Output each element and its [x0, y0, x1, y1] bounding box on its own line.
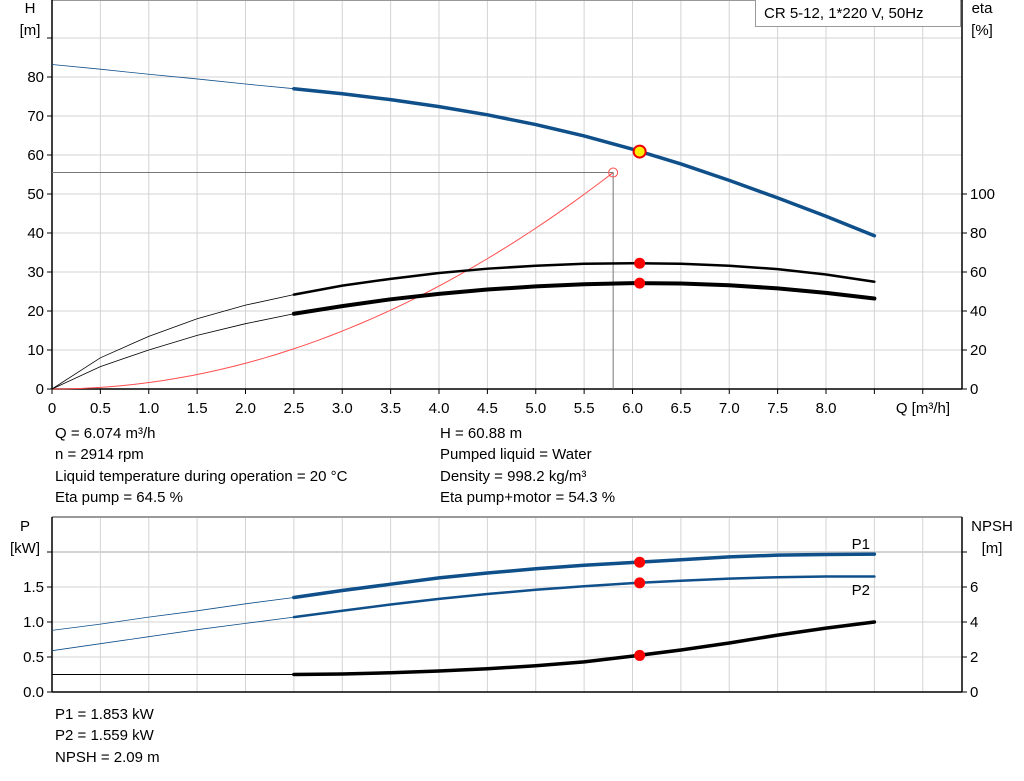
y-tick-label: 10	[27, 342, 44, 359]
x-tick-label: 2.5	[283, 400, 304, 417]
x-tick-label: 2.0	[235, 400, 256, 417]
info-head: H = 60.88 m	[440, 425, 523, 442]
y-tick-label: 20	[27, 303, 44, 320]
x-tick-label: 4.0	[429, 400, 450, 417]
y-axis-unit: [m]	[20, 22, 41, 39]
x-tick-label: 0	[48, 400, 56, 417]
npsh-tick-label: 4	[970, 614, 978, 631]
y-tick-label: 0	[36, 381, 44, 398]
info-left: Q = 6.074 m³/h n = 2914 rpm Liquid tempe…	[55, 423, 347, 508]
x-tick-label: 5.0	[525, 400, 546, 417]
p2-curve-label: P2	[852, 582, 870, 599]
info-npsh: NPSH = 2.09 m	[55, 748, 160, 766]
eta-pump-motor-curve-extension	[51, 313, 294, 390]
head-duty-point	[632, 144, 647, 159]
info-temperature: Liquid temperature during operation = 20…	[55, 467, 348, 485]
x-tick-label: 0.5	[90, 400, 111, 417]
system-curve-guide-lines	[52, 172, 614, 389]
power-tick-label: 1.0	[23, 614, 44, 631]
p1-duty-point	[634, 556, 646, 568]
pump-title: CR 5-12, 1*220 V, 50Hz	[755, 0, 961, 27]
p1-curve-label: P1	[852, 536, 870, 553]
x-axis-label: Q [m³/h]	[896, 400, 950, 417]
info-p2: P2 = 1.559 kW	[55, 727, 154, 745]
x-tick-label: 4.5	[477, 400, 498, 417]
x-tick-label: 6.5	[670, 400, 691, 417]
x-tick-label: 1.0	[138, 400, 159, 417]
npsh-tick-label: 6	[970, 579, 978, 596]
x-tick-label: 3.0	[332, 400, 353, 417]
y2-tick-label: 40	[970, 303, 987, 320]
y2-tick-label: 80	[970, 225, 987, 242]
system-curve	[51, 172, 614, 390]
info-speed: n = 2914 rpm	[55, 446, 144, 464]
y-tick-label: 70	[27, 108, 44, 125]
y2-tick-label: 60	[970, 264, 987, 281]
npsh-axis-unit: [m]	[982, 540, 1003, 557]
eta-pump-motor-duty-point	[634, 277, 646, 289]
y-tick-label: 60	[27, 147, 44, 164]
eta-pump-duty-point	[634, 257, 646, 269]
x-tick-label: 6.0	[622, 400, 643, 417]
p1-curve	[292, 552, 877, 600]
y-tick-label: 50	[27, 186, 44, 203]
x-tick-label: 3.5	[380, 400, 401, 417]
info-liquid: Pumped liquid = Water	[440, 446, 592, 464]
info-eta-pump-motor: Eta pump+motor = 54.3 %	[440, 488, 616, 506]
npsh-curve	[292, 620, 877, 677]
info-p1: P1 = 1.853 kW	[55, 706, 154, 723]
y2-axis-label: eta	[972, 0, 994, 17]
npsh-duty-point	[634, 649, 646, 661]
y2-axis-unit: [%]	[971, 22, 993, 39]
y-tick-label: 40	[27, 225, 44, 242]
x-tick-label: 8.0	[816, 400, 837, 417]
head-curve-extension	[51, 64, 294, 90]
info-right: H = 60.88 m Pumped liquid = Water Densit…	[440, 423, 615, 508]
p2-curve	[292, 575, 876, 619]
info-flow: Q = 6.074 m³/h	[55, 425, 156, 442]
x-tick-label: 5.5	[574, 400, 595, 417]
y2-tick-label: 0	[970, 381, 978, 398]
x-tick-label: 1.5	[187, 400, 208, 417]
p1-curve-extension	[51, 597, 294, 631]
p2-duty-point	[634, 577, 646, 589]
power-axis-unit: [kW]	[10, 540, 40, 557]
y2-tick-label: 20	[970, 342, 987, 359]
x-tick-label: 7.0	[719, 400, 740, 417]
npsh-tick-label: 0	[970, 684, 978, 701]
npsh-axis-label: NPSH	[971, 518, 1013, 535]
power-tick-label: 0.0	[23, 684, 44, 701]
eta-pump-motor-curve	[291, 281, 877, 316]
power-axis-label: P	[20, 518, 30, 535]
head-curve	[292, 86, 877, 238]
info-density: Density = 998.2 kg/m³	[440, 467, 587, 485]
p2-curve-extension	[51, 616, 294, 652]
eta-pump-curve	[292, 261, 876, 296]
y-tick-label: 30	[27, 264, 44, 281]
info-bottom: P1 = 1.853 kW P2 = 1.559 kW NPSH = 2.09 …	[55, 704, 160, 768]
info-eta-pump: Eta pump = 64.5 %	[55, 488, 183, 506]
npsh-tick-label: 2	[970, 649, 978, 666]
y-axis-label: H	[25, 0, 36, 17]
system-curve-point	[608, 167, 619, 178]
power-tick-label: 0.5	[23, 649, 44, 666]
eta-pump-curve-extension	[51, 294, 294, 390]
x-tick-label: 7.5	[767, 400, 788, 417]
y-tick-label: 80	[27, 69, 44, 86]
y2-tick-label: 100	[970, 186, 995, 203]
power-tick-label: 1.5	[23, 579, 44, 596]
